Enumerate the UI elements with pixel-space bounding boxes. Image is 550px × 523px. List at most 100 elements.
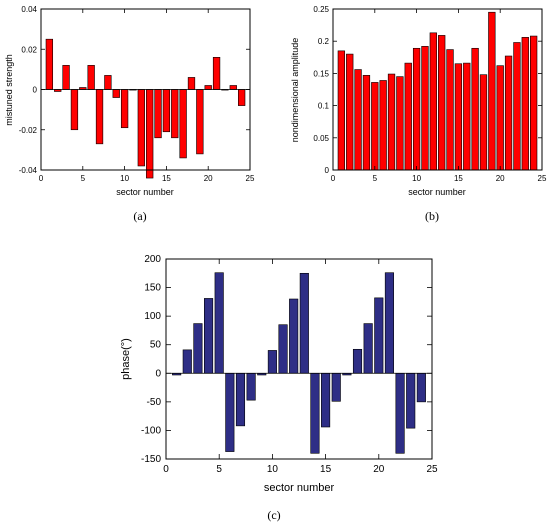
panel-b-bar-1 bbox=[337, 50, 346, 171]
panel-b-bar-4 bbox=[362, 75, 371, 171]
panel-c-chart: 0 5 10 15 20 25 -150 -100 -50 0 50 100 150 200 sector… bbox=[120, 254, 438, 522]
panel-a-y-tick-label: 0.02 bbox=[21, 45, 37, 54]
panel-b-x-tick-label: 0 bbox=[331, 174, 336, 183]
panel-a-bar-4 bbox=[70, 89, 79, 131]
panel-b-bar-20 bbox=[496, 65, 504, 171]
panel-b-bar-19 bbox=[488, 11, 496, 171]
panel-c-x-tick-label: 15 bbox=[320, 464, 332, 475]
panel-b-y-tick-label: 0.2 bbox=[318, 37, 330, 46]
panel-b-bars bbox=[337, 11, 538, 171]
panel-c-bar-2 bbox=[182, 349, 192, 374]
panel-c-x-tick-label: 0 bbox=[163, 464, 169, 475]
panel-c-bar-8 bbox=[246, 372, 256, 401]
panel-c-y-axis-label: phase(°) bbox=[120, 338, 132, 380]
panel-c-bar-7 bbox=[235, 372, 246, 427]
panel-a-bar-17 bbox=[179, 89, 187, 159]
panel-a-bar-21 bbox=[212, 56, 221, 90]
panel-b-bar-6 bbox=[379, 80, 387, 171]
panel-c-y-tick-label: 200 bbox=[144, 254, 161, 265]
panel-b-bar-24 bbox=[529, 35, 538, 171]
panel-a-chart: 0 5 10 15 20 25 -0.04 -0.02 0 0.02 0.04 sector num… bbox=[4, 5, 255, 223]
panel-c-bar-20 bbox=[374, 297, 384, 374]
panel-b-chart: 0 5 10 15 20 25 0 0.05 0.1 0.15 0.2 0.25 sector num… bbox=[290, 5, 547, 223]
panel-b-bar-18 bbox=[479, 74, 488, 171]
panel-c-x-tick-label: 25 bbox=[426, 464, 438, 475]
panel-c-y-tick-label: 150 bbox=[144, 283, 161, 294]
panel-a-bar-7 bbox=[95, 89, 104, 145]
panel-b-bar-17 bbox=[471, 47, 479, 171]
panel-b-bar-8 bbox=[396, 76, 404, 171]
panel-c-bar-21 bbox=[384, 272, 394, 374]
panel-b-bar-15 bbox=[454, 63, 463, 171]
panel-c-ticks: 0 5 10 15 20 25 -150 -100 -50 0 50 100 150 200 bbox=[141, 254, 438, 475]
panel-b-bar-3 bbox=[354, 69, 362, 171]
panel-b-bar-9 bbox=[404, 62, 412, 171]
panel-b-bar-2 bbox=[346, 53, 354, 171]
panel-b-bar-14 bbox=[446, 49, 454, 171]
panel-c-bar-4 bbox=[204, 298, 214, 374]
panel-a-bar-19 bbox=[196, 89, 204, 155]
panel-b-ticks: 0 5 10 15 20 25 0 0.05 0.1 0.15 0.2 0.25 bbox=[313, 5, 547, 183]
panel-a-bar-14 bbox=[154, 89, 162, 139]
panel-c-x-tick-label: 20 bbox=[373, 464, 385, 475]
panel-b-y-tick-label: 0.05 bbox=[313, 134, 329, 143]
panel-a-x-tick-label: 25 bbox=[246, 174, 255, 183]
panel-b-x-tick-label: 15 bbox=[454, 174, 463, 183]
panel-c-bar-5 bbox=[214, 272, 224, 374]
panel-a-caption: (a) bbox=[133, 209, 146, 223]
panel-a-bar-3 bbox=[62, 65, 70, 90]
panel-c-bar-12 bbox=[289, 298, 299, 374]
panel-a-bar-18 bbox=[187, 77, 196, 90]
panel-a-bar-23 bbox=[229, 85, 237, 90]
panel-a-x-tick-label: 10 bbox=[120, 174, 129, 183]
panel-b-caption: (b) bbox=[425, 209, 439, 223]
panel-b-bar-16 bbox=[463, 62, 471, 171]
panel-a-bar-8 bbox=[104, 75, 112, 90]
panel-a-x-tick-label: 5 bbox=[81, 174, 86, 183]
panel-a-bar-16 bbox=[171, 89, 179, 139]
panel-b-bar-22 bbox=[513, 42, 521, 171]
panel-c-y-tick-label: -50 bbox=[147, 397, 162, 408]
panel-a-bar-24 bbox=[238, 89, 246, 106]
panel-c-bars bbox=[172, 272, 426, 454]
panel-b-bar-21 bbox=[504, 55, 513, 171]
panel-a-bar-15 bbox=[162, 89, 171, 133]
panel-a-y-tick-label: 0 bbox=[33, 86, 38, 95]
panel-b-y-tick-label: 0.1 bbox=[318, 102, 330, 111]
panel-a-y-tick-label: -0.04 bbox=[19, 166, 38, 175]
panel-c-x-tick-label: 10 bbox=[267, 464, 279, 475]
panel-a-y-tick-label: -0.02 bbox=[19, 126, 38, 135]
panel-c-plot-frame bbox=[165, 258, 433, 460]
panel-b-bar-23 bbox=[521, 37, 529, 171]
panel-b-x-tick-label: 20 bbox=[496, 174, 505, 183]
panel-c-y-tick-label: 50 bbox=[150, 340, 162, 351]
panel-b-bar-10 bbox=[412, 47, 421, 171]
panel-b-bar-12 bbox=[429, 32, 437, 171]
panel-c-bar-6 bbox=[225, 372, 235, 452]
panel-b-x-tick-label: 25 bbox=[538, 174, 547, 183]
panel-a-bar-12 bbox=[137, 89, 145, 167]
panel-c-y-tick-label: -150 bbox=[141, 454, 161, 465]
panel-c-bar-19 bbox=[363, 323, 373, 374]
panel-b-bar-7 bbox=[387, 73, 396, 171]
panel-a-bar-20 bbox=[204, 85, 212, 90]
panel-b-bar-11 bbox=[421, 46, 429, 171]
panel-c-bar-23 bbox=[406, 372, 416, 429]
panel-b-plot-frame bbox=[332, 8, 543, 171]
panel-a-y-axis-label: mistuned strength bbox=[4, 54, 14, 126]
panel-c-bar-16 bbox=[331, 372, 341, 402]
panel-b-y-axis-label: nondimensional amplitude bbox=[290, 38, 300, 143]
panel-b-bar-5 bbox=[371, 82, 379, 171]
panel-c-bar-10 bbox=[267, 350, 277, 374]
panel-c-bar-15 bbox=[321, 372, 331, 428]
panel-a-x-axis-label: sector number bbox=[116, 187, 174, 197]
panel-a-x-tick-label: 0 bbox=[39, 174, 44, 183]
panel-a-bar-6 bbox=[87, 65, 95, 90]
panel-a-x-tick-label: 20 bbox=[204, 174, 213, 183]
panel-b-y-tick-label: 0.25 bbox=[313, 5, 329, 14]
panel-c-bar-3 bbox=[193, 323, 203, 374]
panel-c-bar-18 bbox=[352, 348, 363, 374]
panel-a-bar-13 bbox=[146, 89, 154, 179]
panel-a-bars bbox=[45, 38, 246, 179]
